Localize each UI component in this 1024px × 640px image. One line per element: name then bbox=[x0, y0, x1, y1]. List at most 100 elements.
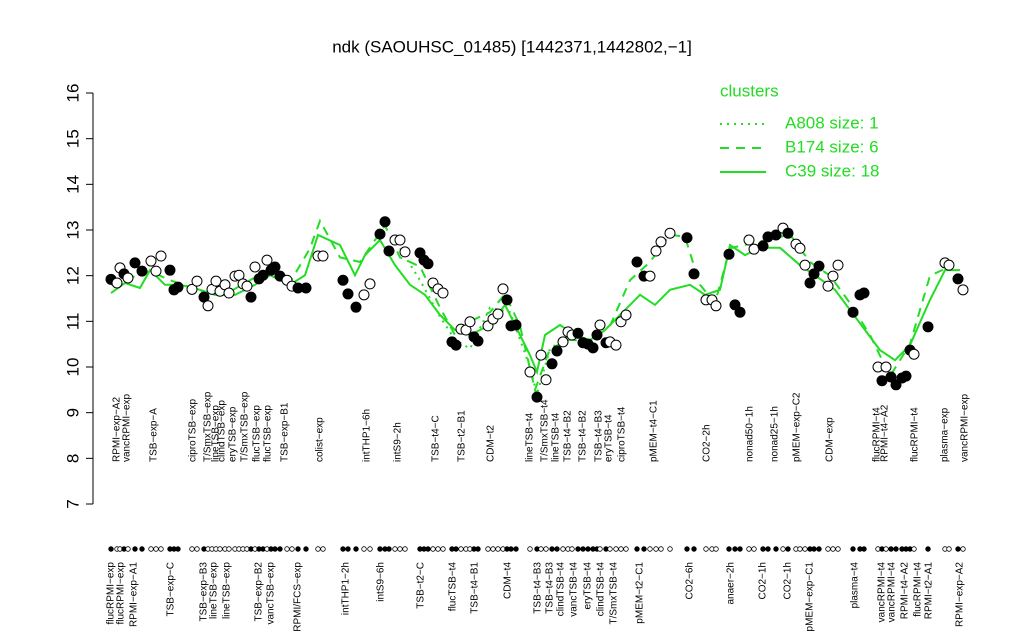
rug-mark bbox=[751, 546, 757, 552]
sample-label: RPMI−exp−A2 bbox=[955, 562, 966, 627]
sample-label: vancRPMI−t4 bbox=[887, 562, 898, 623]
point bbox=[164, 264, 176, 276]
sample-label: intTHP1−6h bbox=[362, 409, 373, 462]
sample-label: lineTSB−exp bbox=[211, 405, 222, 462]
sample-label: CO2−1h bbox=[783, 562, 794, 600]
point bbox=[350, 301, 362, 313]
point bbox=[847, 306, 859, 318]
sample-label: TSB−t4−B2 bbox=[563, 410, 574, 462]
legend-label: A808 size: 1 bbox=[785, 113, 879, 132]
sample-label: lineTSB−exp bbox=[222, 562, 233, 619]
rug-mark bbox=[883, 546, 889, 552]
sample-label: RPMI−exp−A1 bbox=[129, 562, 140, 627]
sample-label: RPMI−exp−A2 bbox=[112, 397, 123, 462]
rug-mark bbox=[189, 546, 195, 552]
point bbox=[261, 254, 273, 266]
sample-label: vancTSB−t4 bbox=[569, 562, 580, 617]
rug-mark bbox=[377, 546, 383, 552]
rug-mark bbox=[217, 546, 223, 552]
rug-mark bbox=[485, 546, 491, 552]
point bbox=[723, 248, 735, 260]
rug-mark bbox=[797, 546, 803, 552]
y-tick-label: 7 bbox=[63, 499, 82, 508]
sample-label: pMEM−t4−C1 bbox=[649, 400, 660, 462]
rug-mark bbox=[153, 546, 159, 552]
point bbox=[364, 278, 376, 290]
point bbox=[202, 300, 214, 312]
point bbox=[155, 250, 167, 262]
chart-title: ndk (SAOUHSC_01485) [1442371,1442802,−1] bbox=[332, 37, 692, 56]
point bbox=[827, 270, 839, 282]
point bbox=[922, 321, 934, 333]
rug-mark bbox=[108, 546, 114, 552]
rug-mark bbox=[911, 546, 917, 552]
rug-mark bbox=[713, 546, 719, 552]
point bbox=[808, 268, 820, 280]
point bbox=[804, 277, 816, 289]
rug-mark bbox=[194, 546, 200, 552]
rug-mark bbox=[925, 546, 931, 552]
rug-mark bbox=[527, 546, 533, 552]
point bbox=[464, 316, 476, 328]
y-tick-label: 14 bbox=[63, 175, 82, 194]
rug-mark bbox=[320, 546, 326, 552]
rug-mark bbox=[955, 546, 961, 552]
rug-mark bbox=[780, 546, 786, 552]
point bbox=[610, 339, 622, 351]
sample-label: colist−exp bbox=[315, 417, 326, 462]
sample-label: T/SmxTSB−exp bbox=[203, 391, 214, 462]
point bbox=[257, 269, 269, 281]
point bbox=[122, 272, 134, 284]
rug-mark bbox=[367, 546, 373, 552]
point bbox=[497, 283, 509, 295]
point bbox=[594, 319, 606, 331]
point bbox=[437, 287, 449, 299]
sample-label: TSB−t4−B3 bbox=[594, 410, 605, 462]
sample-label: CDM−t2 bbox=[486, 425, 497, 462]
point bbox=[631, 256, 643, 268]
cluster-line bbox=[110, 218, 951, 394]
rug-mark bbox=[618, 546, 624, 552]
rug-mark bbox=[760, 546, 766, 552]
rug-mark bbox=[816, 546, 822, 552]
rug-mark bbox=[746, 546, 752, 552]
point bbox=[210, 275, 222, 287]
sample-label: vancRPMI−t4 bbox=[877, 562, 888, 623]
rug-mark bbox=[277, 546, 283, 552]
y-tick-label: 8 bbox=[63, 454, 82, 463]
point bbox=[900, 370, 912, 382]
sample-label: CO2−2h bbox=[702, 424, 713, 462]
rug-mark bbox=[830, 546, 836, 552]
rug-mark bbox=[543, 546, 549, 552]
rug-mark bbox=[667, 546, 673, 552]
rug-mark bbox=[440, 546, 446, 552]
sample-label: RPMI−t4−A2 bbox=[900, 562, 911, 620]
point bbox=[644, 270, 656, 282]
rug-mark bbox=[295, 546, 301, 552]
sample-label: TSB−t4−B3 bbox=[533, 562, 544, 614]
sample-label: flucRPMI−t4 bbox=[913, 562, 924, 617]
rug-mark bbox=[361, 546, 367, 552]
point bbox=[358, 289, 370, 301]
point bbox=[501, 294, 513, 306]
rug-mark bbox=[402, 546, 408, 552]
point bbox=[383, 245, 395, 257]
point bbox=[172, 281, 184, 293]
rug-mark bbox=[703, 546, 709, 552]
rug-mark bbox=[495, 546, 501, 552]
point bbox=[145, 255, 157, 267]
point bbox=[650, 245, 662, 257]
sample-label: anaer−2h bbox=[726, 562, 737, 605]
point bbox=[681, 232, 693, 244]
point bbox=[535, 349, 547, 361]
rug-mark bbox=[684, 546, 690, 552]
point bbox=[223, 287, 235, 299]
sample-label: RPMI/FCS−exp bbox=[293, 562, 304, 632]
point bbox=[952, 273, 964, 285]
sample-label: T/SmxTSB−exp bbox=[240, 391, 251, 462]
rug-mark bbox=[607, 546, 613, 552]
rug-mark bbox=[303, 546, 309, 552]
rug-mark bbox=[554, 546, 560, 552]
rug-mark bbox=[580, 546, 586, 552]
rug-mark bbox=[623, 546, 629, 552]
